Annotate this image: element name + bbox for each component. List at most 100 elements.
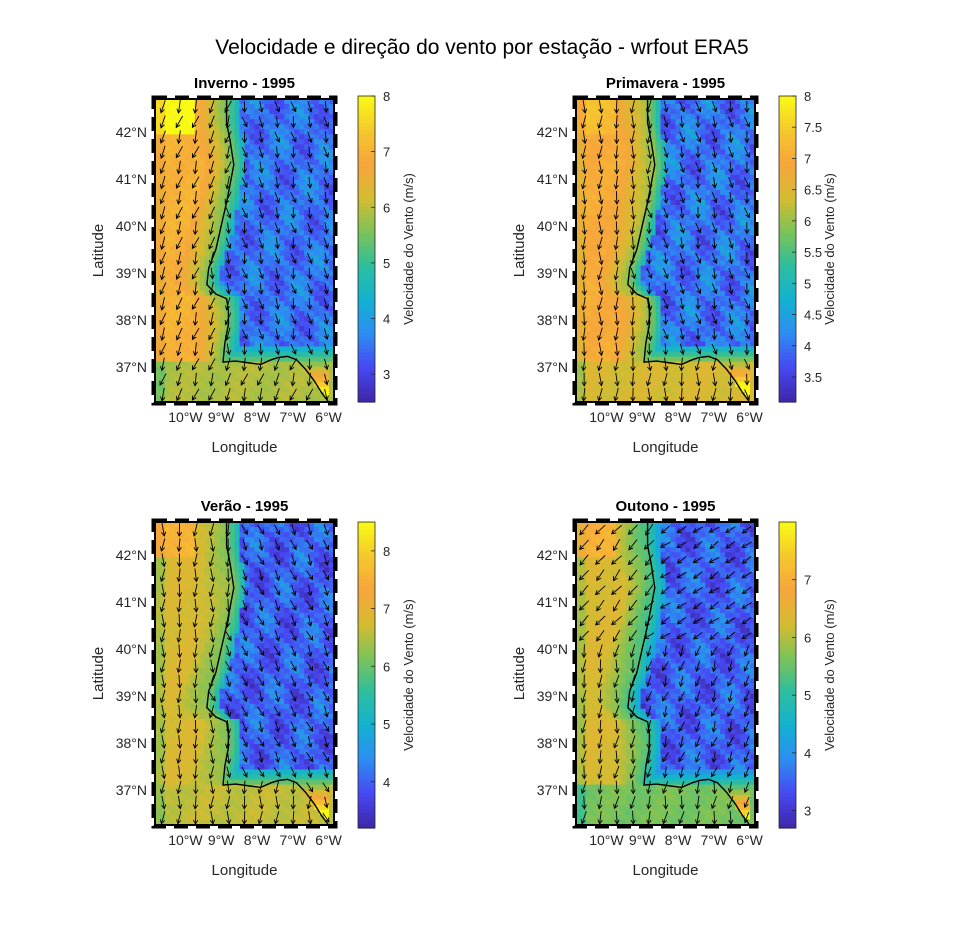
field-cell [605,114,612,120]
field-cell [239,149,246,156]
field-cell [740,306,746,312]
field-cell [264,265,270,272]
wind-arrow [679,146,685,159]
field-cell [199,119,206,125]
field-cell [735,124,741,130]
field-cell [625,321,632,327]
field-cell [229,331,236,337]
field-cell [670,250,677,257]
field-cell [685,361,691,368]
field-cell [184,245,191,252]
field-cell [675,285,682,292]
field-cell [725,184,731,191]
wind-arrow [712,131,718,143]
field-cell [730,189,736,196]
field-cell [600,306,607,312]
field-cell [319,391,325,398]
field-cell [615,371,622,378]
wind-arrow [192,190,198,205]
field-cell [655,124,662,130]
field-cell [179,205,186,211]
field-cell [685,230,691,236]
field-cell [274,235,280,241]
field-cell [595,311,602,317]
field-cell [234,235,241,241]
field-cell [660,104,667,110]
field-cell [605,230,612,236]
field-cell [655,275,662,282]
field-cell [720,230,726,236]
field-cell [184,316,191,322]
x-axis-label: Longitude [212,439,278,456]
field-cell [745,129,751,135]
field-cell [329,149,335,156]
field-cell [214,295,221,302]
field-cell [610,285,617,292]
field-cell [164,295,171,302]
field-cell [605,376,612,383]
field-cell [715,119,721,125]
field-cell [209,356,216,363]
field-cell [204,179,211,186]
colorbar-segment [779,161,796,166]
field-cell [309,316,315,322]
field-cell [625,356,632,363]
field-cell [169,134,176,140]
field-cell [294,295,300,302]
field-cell [730,225,736,231]
field-cell [219,331,226,337]
field-cell [695,321,701,327]
field-cell [635,104,642,110]
field-cell [576,235,582,241]
field-cell [590,194,597,201]
wind-arrow [728,267,734,280]
field-cell [214,215,221,221]
field-cell [299,220,305,226]
field-cell [179,189,186,196]
field-cell [319,301,325,307]
field-cell [155,144,161,151]
field-cell [595,376,602,383]
field-cell [745,174,751,181]
field-cell [695,159,701,166]
field-cell [234,331,241,337]
field-cell [715,250,721,257]
field-cell [660,316,667,322]
field-cell [635,210,642,216]
field-cell [155,270,161,277]
field-cell [615,311,622,317]
wind-arrow [208,251,214,266]
field-cell [645,311,652,317]
wind-arrow [290,313,297,325]
field-cell [155,346,161,353]
field-cell [329,250,335,257]
field-cell [159,311,166,317]
field-cell [169,154,176,161]
field-cell [610,210,617,216]
field-cell [620,265,627,272]
field-cell [314,124,320,130]
field-cell [660,149,667,156]
field-cell [279,391,285,398]
field-cell [715,164,721,171]
field-cell [715,109,721,115]
field-cell [660,245,667,252]
field-cell [670,215,677,221]
wind-arrow [711,283,718,295]
field-cell [650,321,657,327]
field-cell [329,336,335,342]
field-cell [189,179,196,186]
field-cell [279,285,285,292]
wind-arrow [744,328,750,340]
field-cell [625,336,632,342]
field-cell [750,154,756,161]
field-cell [204,386,211,393]
field-cell [184,346,191,353]
wind-arrow [307,328,313,341]
field-cell [169,250,176,257]
field-cell [735,371,741,378]
field-cell [239,255,246,262]
field-cell [289,361,295,368]
field-cell [249,280,256,287]
field-cell [730,275,736,282]
